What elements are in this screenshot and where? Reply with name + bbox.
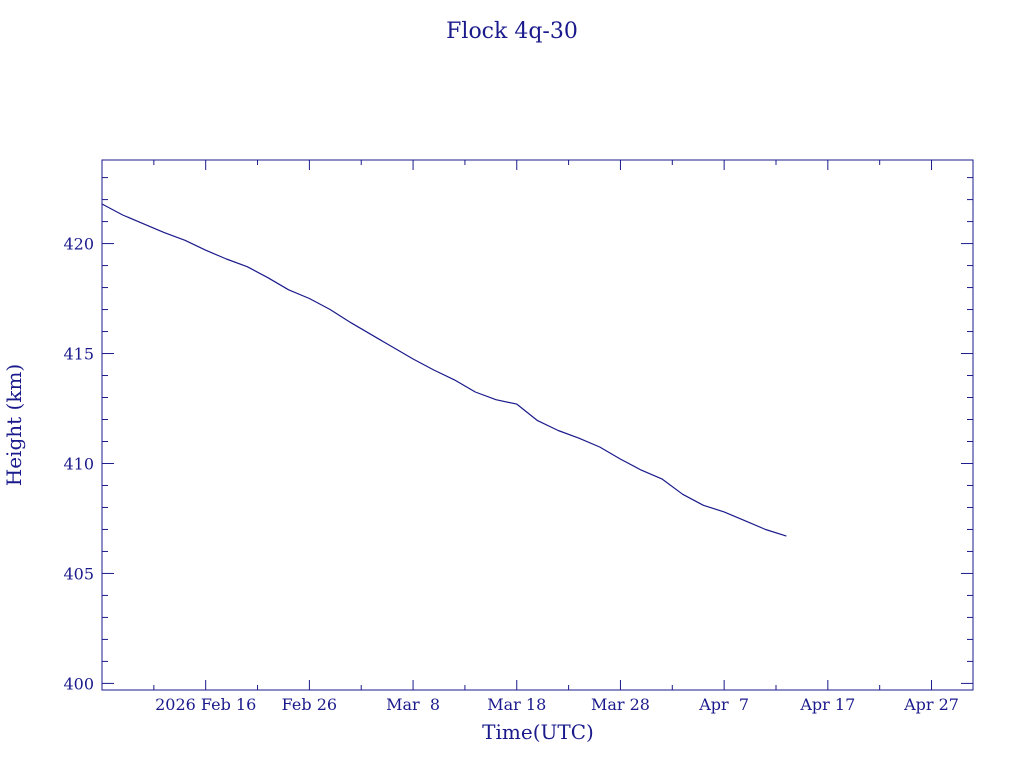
y-axis-title: Height (km) — [2, 364, 26, 486]
height-series-line — [101, 203, 787, 537]
chart-title: Flock 4q-30 — [446, 19, 578, 44]
y-tick-label: 410 — [63, 454, 94, 473]
plot-area: 2026 Feb 16 Feb 26 Mar 8 Mar 18 Mar 28 Apr 7 A… — [63, 159, 974, 714]
x-tick-label: Mar 28 — [591, 695, 650, 714]
x-tick-label: Apr 17 — [799, 695, 855, 714]
x-tick-label: Mar 18 — [487, 695, 546, 714]
x-tick-label: 2026 Feb 16 — [155, 695, 256, 714]
y-tick-label: 400 — [63, 674, 94, 693]
x-tick-label: Feb 26 — [282, 695, 337, 714]
y-tick-label: 405 — [63, 564, 94, 583]
x-tick-label: Mar 8 — [386, 695, 440, 714]
x-tick-label: Apr 27 — [903, 695, 959, 714]
plot-frame — [101, 159, 974, 691]
y-tick-label: 415 — [63, 345, 94, 364]
y-tick-label: 420 — [63, 235, 94, 254]
x-tick-label: Apr 7 — [698, 695, 749, 714]
x-axis-title: Time(UTC) — [482, 720, 594, 744]
